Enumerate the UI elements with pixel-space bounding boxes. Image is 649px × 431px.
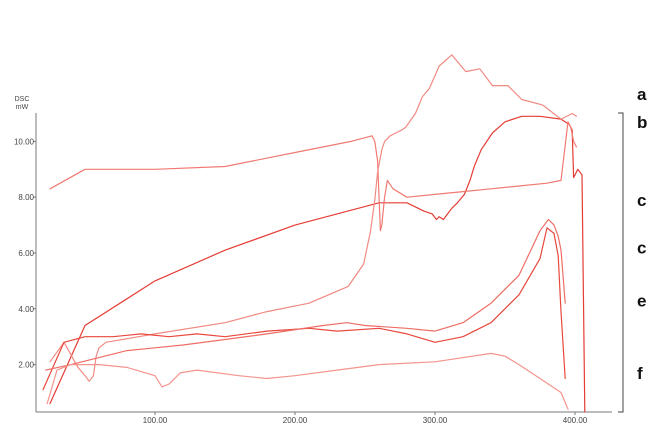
curve-label-b: b [637, 113, 647, 132]
axes [35, 113, 612, 413]
y-tick-label: 4.00 [18, 305, 34, 314]
y-tick-label: 8.00 [18, 193, 34, 202]
y-axis-label: DSC [15, 96, 30, 103]
y-tick-label: 6.00 [18, 249, 34, 258]
curve-label-c: c [637, 191, 646, 210]
y-axis-ticks: 2.00 4.00 6.00 8.00 10.00 [14, 137, 36, 370]
x-axis-ticks: 100.00 200.00 300.00 400.00 [143, 412, 588, 425]
curve-c-line [49, 54, 577, 382]
curve-e-line [45, 218, 566, 371]
curve-f-line [46, 352, 569, 410]
y-axis-title: DSC mW [15, 96, 30, 111]
y-tick-label: 10.00 [14, 137, 35, 146]
x-tick-label: 100.00 [143, 416, 168, 425]
curve-label-e: e [637, 291, 646, 310]
curve-label-f: f [637, 364, 643, 383]
curve-labels: ab c c e f [637, 85, 647, 383]
bracket-line [618, 112, 624, 413]
dsc-curves [42, 54, 586, 413]
y-tick-label: 2.00 [18, 361, 34, 370]
right-bracket [618, 112, 624, 413]
curve-label-a: a [637, 85, 647, 104]
x-tick-label: 300.00 [423, 416, 448, 425]
curve-label-c: c [637, 238, 646, 257]
x-tick-label: 400.00 [563, 416, 588, 425]
curve-a-line [49, 115, 586, 413]
y-axis-unit: mW [16, 104, 29, 111]
curve-b-line [49, 121, 577, 232]
curve-c-line [42, 227, 566, 391]
x-tick-label: 200.00 [283, 416, 308, 425]
